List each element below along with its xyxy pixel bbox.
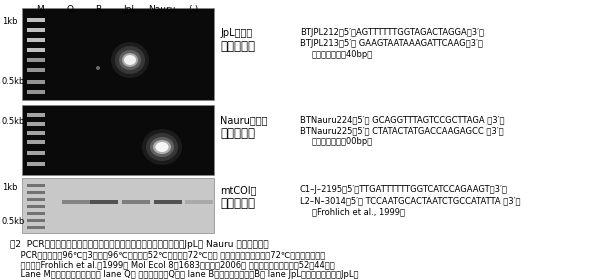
Text: C1–J–2195（5′－TTGATTTTTTGGTCATCCAGAAGT－3′）: C1–J–2195（5′－TTGATTTTTTGGTCATCCAGAAGT－3′… <box>300 185 508 194</box>
Text: JpL検出用: JpL検出用 <box>220 28 252 38</box>
Text: L2–N–3014（5′－ TCCAATGCACTAATCTGCCATATTA －3′）: L2–N–3014（5′－ TCCAATGCACTAATCTGCCATATTA … <box>300 196 521 205</box>
Text: プライマー: プライマー <box>220 127 255 140</box>
Ellipse shape <box>124 55 136 65</box>
Text: M: M <box>36 5 44 14</box>
Bar <box>27 226 45 229</box>
Text: BTNauru225（5′－ CTATACTATGACCAAGAGCC －3′）: BTNauru225（5′－ CTATACTATGACCAAGAGCC －3′） <box>300 126 503 135</box>
Bar <box>27 140 45 144</box>
Bar <box>27 48 45 52</box>
Ellipse shape <box>111 42 149 78</box>
Text: BTJPL212（5′－AGTTTTTTGGTAGACTAGGA－3′）: BTJPL212（5′－AGTTTTTTGGTAGACTAGGA－3′） <box>300 28 484 37</box>
Text: 0.5kb: 0.5kb <box>2 218 25 227</box>
Bar <box>27 113 45 117</box>
Text: 1kb: 1kb <box>2 17 17 27</box>
Bar <box>27 219 45 222</box>
Text: Lane M：サイズマーカー，　 lane Q： バイオタイプQ，　 lane B：：バイオタイプB， lane JpL：バイオタイプ　JpL，: Lane M：サイズマーカー， lane Q： バイオタイプQ， lane B：… <box>10 270 359 279</box>
Text: BTJPL213（5′－ GAAGTAATAAAGATTCAAG－3′）: BTJPL213（5′－ GAAGTAATAAAGATTCAAG－3′） <box>300 39 483 48</box>
Ellipse shape <box>155 142 169 152</box>
Text: (-): (-) <box>188 5 198 14</box>
Text: BTNauru224（5′－ GCAGGTTTAGTCCGCTTAGA －3′）: BTNauru224（5′－ GCAGGTTTAGTCCGCTTAGA －3′） <box>300 115 505 124</box>
Text: 0.5kb: 0.5kb <box>2 118 25 127</box>
Bar <box>27 58 45 62</box>
Text: JpL: JpL <box>124 5 137 14</box>
Text: （増幅断片　絀40bp）: （増幅断片 絀40bp） <box>312 50 373 59</box>
Text: （Frohlich et al., 1999）: （Frohlich et al., 1999） <box>312 207 405 216</box>
Bar <box>27 80 45 84</box>
Bar <box>27 162 45 166</box>
Text: PCR反応条件　96℃　3分後　96℃３０秒，52℃３０秒，72℃１分 ３０サイクル，　，，72℃５分１サイクル: PCR反応条件 96℃ 3分後 96℃３０秒，52℃３０秒，72℃１分 ３０サイ… <box>10 250 325 259</box>
Circle shape <box>96 66 100 70</box>
Text: 0.5kb: 0.5kb <box>2 78 25 87</box>
Bar <box>27 198 45 201</box>
Text: Nauru: Nauru <box>148 5 176 14</box>
Text: 囲2  PCR法による主要な日本在来タバココナジラミ（バイオタイプJpL、 Nauru ）の簡易識別: 囲2 PCR法による主要な日本在来タバココナジラミ（バイオタイプJpL、 Nau… <box>10 240 269 249</box>
Bar <box>22 178 214 233</box>
Text: プライマー: プライマー <box>220 40 255 53</box>
Bar <box>122 200 150 204</box>
Text: B: B <box>95 5 101 14</box>
Bar <box>27 205 45 208</box>
Bar <box>27 131 45 135</box>
Text: プライマー: プライマー <box>220 197 255 210</box>
Bar <box>154 200 182 204</box>
Text: Nauru検出用: Nauru検出用 <box>220 115 268 125</box>
Ellipse shape <box>115 46 145 74</box>
Bar <box>90 200 118 204</box>
Bar <box>27 191 45 194</box>
Bar <box>27 18 45 22</box>
Ellipse shape <box>119 50 141 70</box>
Bar <box>27 212 45 215</box>
Text: Q: Q <box>67 5 74 14</box>
Bar <box>27 68 45 72</box>
Ellipse shape <box>122 53 138 67</box>
Bar <box>185 200 213 204</box>
Bar <box>27 90 45 94</box>
Ellipse shape <box>142 129 182 165</box>
Bar <box>27 122 45 126</box>
Text: mtCOI用: mtCOI用 <box>220 185 257 195</box>
Bar <box>22 8 214 100</box>
Bar <box>27 184 45 187</box>
Bar <box>27 151 45 155</box>
Text: （参考　Frohlich et al.（1999） Mol Ecol 8：1683，上田（2006） 九州病害虫研究会報　52，44　）: （参考 Frohlich et al.（1999） Mol Ecol 8：168… <box>10 260 335 269</box>
Ellipse shape <box>153 140 171 154</box>
Bar <box>62 200 90 204</box>
Bar <box>27 38 45 42</box>
Bar <box>22 105 214 175</box>
Ellipse shape <box>146 133 178 161</box>
Ellipse shape <box>150 137 174 157</box>
Text: 1kb: 1kb <box>2 183 17 193</box>
Text: （増幅断片　絀00bp）: （増幅断片 絀00bp） <box>312 137 373 146</box>
Bar <box>27 28 45 32</box>
